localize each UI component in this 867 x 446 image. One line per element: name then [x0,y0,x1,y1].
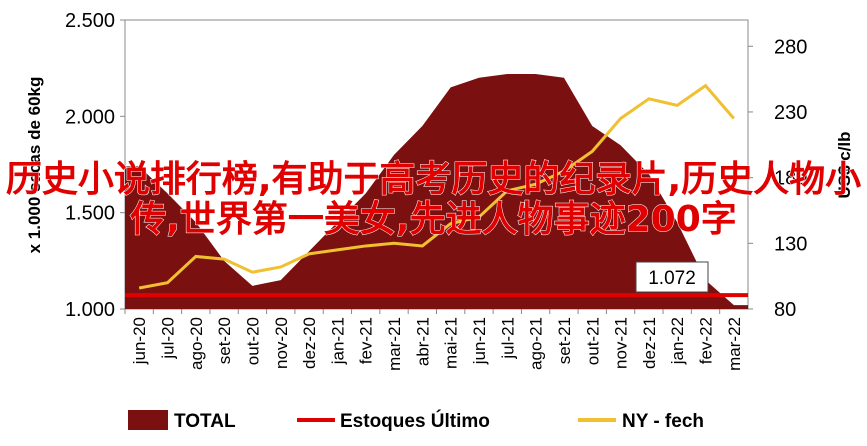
annotation-box [635,261,709,293]
x-tick-label: dez-20 [300,317,319,369]
legend-label: NY - fech [622,411,704,432]
x-tick-label: ago-21 [527,317,546,370]
y-tick-label: 1.000 [65,299,115,321]
legend-swatch [128,410,168,430]
legend-label: TOTAL [174,411,236,432]
x-tick-label: ago-20 [187,317,206,370]
x-tick-label: out-21 [583,317,602,365]
x-tick-label: mar-22 [725,317,744,371]
x-tick-label: jan-22 [668,317,687,365]
area [125,73,748,309]
x-tick-label: fev-21 [357,317,376,364]
y-tick-label: 2.500 [65,10,115,32]
y2-tick-label: 130 [774,233,807,255]
x-tick-label: out-20 [243,317,262,365]
x-tick-label: jan-21 [328,317,347,365]
y-axis-label: x 1.000 sacas de 60kg [25,77,44,254]
x-tick-label: abr-21 [413,317,432,366]
y2-tick-label: 230 [774,102,807,124]
y2-tick-label: 80 [774,299,796,321]
y2-tick-label: 280 [774,36,807,58]
x-tick-label: nov-20 [272,317,291,369]
x-tick-label: jun-20 [130,317,149,365]
legend-label: Estoques Último [340,410,490,432]
x-tick-label: dez-21 [640,317,659,369]
y-tick-label: 2.000 [65,106,115,128]
overlay-text: 历史小说排行榜,有助于高考历史的纪录片,历史人物小传,世界第一美女,先进人物事迹… [5,159,862,240]
x-tick-label: mar-21 [385,317,404,371]
x-tick-label: fev-22 [697,317,716,364]
y2-axis-label: US$ c/lb [835,131,854,198]
y-tick-label: 1.500 [65,203,115,225]
x-tick-label: mai-21 [442,317,461,369]
line [138,83,735,290]
x-tick-label: set-20 [215,317,234,364]
x-tick-label: jun-21 [470,317,489,365]
y2-tick-label: 180 [774,168,807,190]
x-tick-label: nov-21 [612,317,631,369]
x-tick-label: jul-20 [158,317,177,360]
x-tick-label: set-21 [555,317,574,364]
x-tick-label: jul-21 [498,317,517,360]
annotation: 1.072 [648,268,696,289]
